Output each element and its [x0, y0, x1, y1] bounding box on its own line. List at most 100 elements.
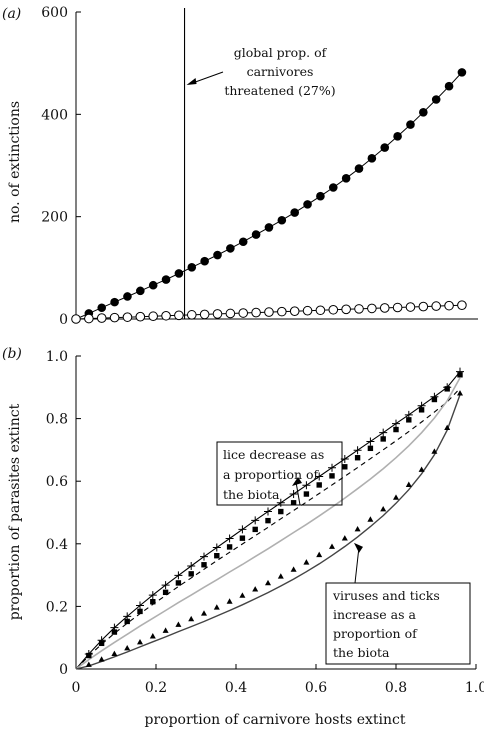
y-tick-label: 1.0: [46, 349, 68, 365]
triangle-marker: [85, 661, 92, 667]
square-marker: [367, 445, 374, 452]
triangle-marker: [393, 494, 399, 500]
panel-a-annotation: global prop. of carnivores threatened (2…: [186, 45, 336, 98]
triangle-marker: [277, 573, 284, 579]
square-marker: [457, 372, 463, 378]
triangle-marker: [303, 559, 310, 565]
triangle-marker: [380, 505, 387, 512]
y-tick-label: 0: [59, 312, 68, 328]
data-point: [226, 244, 235, 253]
data-point: [161, 310, 171, 321]
data-point: [431, 95, 441, 104]
annotation-arrow-line: [192, 71, 224, 84]
annotation-bottom-arrow-head: [354, 542, 363, 553]
triangle-marker: [188, 615, 195, 622]
plus-marker: [302, 481, 311, 490]
annotation-line-2: carnivores: [247, 64, 314, 79]
data-point: [392, 302, 403, 313]
plus-marker: [212, 543, 221, 552]
plus-marker: [148, 591, 157, 600]
plus-marker: [238, 525, 247, 534]
triangle-marker: [162, 627, 169, 633]
square-marker: [124, 618, 130, 625]
y-tick-label: 0.4: [46, 537, 68, 553]
plus-marker: [136, 601, 144, 610]
panel-b-x-axis-label: proportion of carnivore hosts extinct: [144, 712, 405, 728]
data-point: [174, 310, 184, 321]
data-point: [316, 191, 325, 201]
data-point: [354, 164, 364, 173]
plus-marker: [187, 562, 196, 571]
y-tick-label: 200: [41, 210, 68, 226]
annotation-bottom-line-1: viruses and ticks: [332, 588, 440, 603]
x-tick-label: 0: [72, 680, 81, 696]
square-marker: [162, 589, 169, 596]
annotation-top-line-1: lice decrease as: [223, 447, 324, 462]
square-marker: [111, 629, 118, 635]
data-point: [431, 301, 441, 311]
data-point: [379, 303, 390, 313]
data-point: [354, 304, 364, 314]
square-marker: [252, 526, 258, 533]
plus-marker: [264, 507, 272, 516]
data-point: [110, 297, 119, 307]
square-marker: [329, 473, 335, 479]
data-point: [97, 303, 107, 313]
data-point: [341, 173, 351, 183]
triangle-marker: [329, 543, 335, 549]
square-marker: [214, 552, 220, 559]
triangle-marker: [405, 481, 412, 487]
data-point: [212, 309, 223, 319]
annotation-top-box: [216, 441, 343, 506]
annotation-bottom-line-2: increase as a: [333, 607, 417, 622]
square-marker: [278, 508, 284, 515]
triangle-marker: [252, 586, 259, 592]
triangle-marker: [367, 516, 374, 522]
triangle-marker: [98, 656, 105, 662]
triangle-marker: [431, 448, 438, 454]
panel-a-y-ticks: 0 200 400 600: [41, 5, 81, 328]
square-marker: [265, 517, 271, 524]
triangle-marker: [316, 551, 323, 558]
panel-b-axes: [75, 356, 476, 670]
data-point: [148, 280, 158, 290]
data-point: [123, 292, 132, 301]
x-tick-label: 0.6: [305, 680, 327, 696]
x-tick-label: 0.4: [225, 680, 247, 696]
annotation-top-line-3: the biota: [223, 487, 280, 502]
annotation-top-arrow-line: [295, 481, 301, 506]
data-point: [444, 81, 454, 91]
y-tick-label: 600: [41, 5, 68, 21]
data-point: [457, 300, 467, 310]
square-marker: [150, 599, 156, 605]
x-tick-label: 0.8: [385, 680, 407, 696]
panel-b-label: (b): [2, 346, 22, 362]
data-point: [277, 215, 287, 225]
triangle-marker: [418, 466, 425, 472]
plus-marker: [174, 571, 183, 580]
data-point: [341, 304, 351, 315]
x-tick-label: 1.0: [465, 680, 484, 696]
square-marker: [226, 544, 233, 550]
plus-marker: [353, 446, 362, 455]
panel-b: (b) proportion of parasites extinct prop…: [2, 346, 484, 728]
series-line-0: [75, 72, 463, 320]
data-point: [199, 309, 210, 320]
triangle-marker: [175, 621, 182, 627]
data-point: [200, 256, 209, 266]
square-marker: [201, 562, 207, 568]
data-point: [96, 313, 107, 323]
data-point: [302, 305, 313, 316]
data-point: [380, 143, 390, 152]
data-point: [84, 313, 94, 324]
data-point: [264, 307, 274, 317]
data-point: [251, 230, 261, 239]
plus-marker: [328, 463, 336, 472]
annotation-bottom-arrow-line: [354, 546, 360, 584]
plus-marker: [392, 419, 400, 428]
plus-marker: [161, 581, 170, 590]
data-point: [367, 154, 377, 163]
annotation-arrow-head: [186, 78, 197, 85]
panel-b-annotations: lice decrease as a proportion of the bio…: [216, 441, 471, 665]
